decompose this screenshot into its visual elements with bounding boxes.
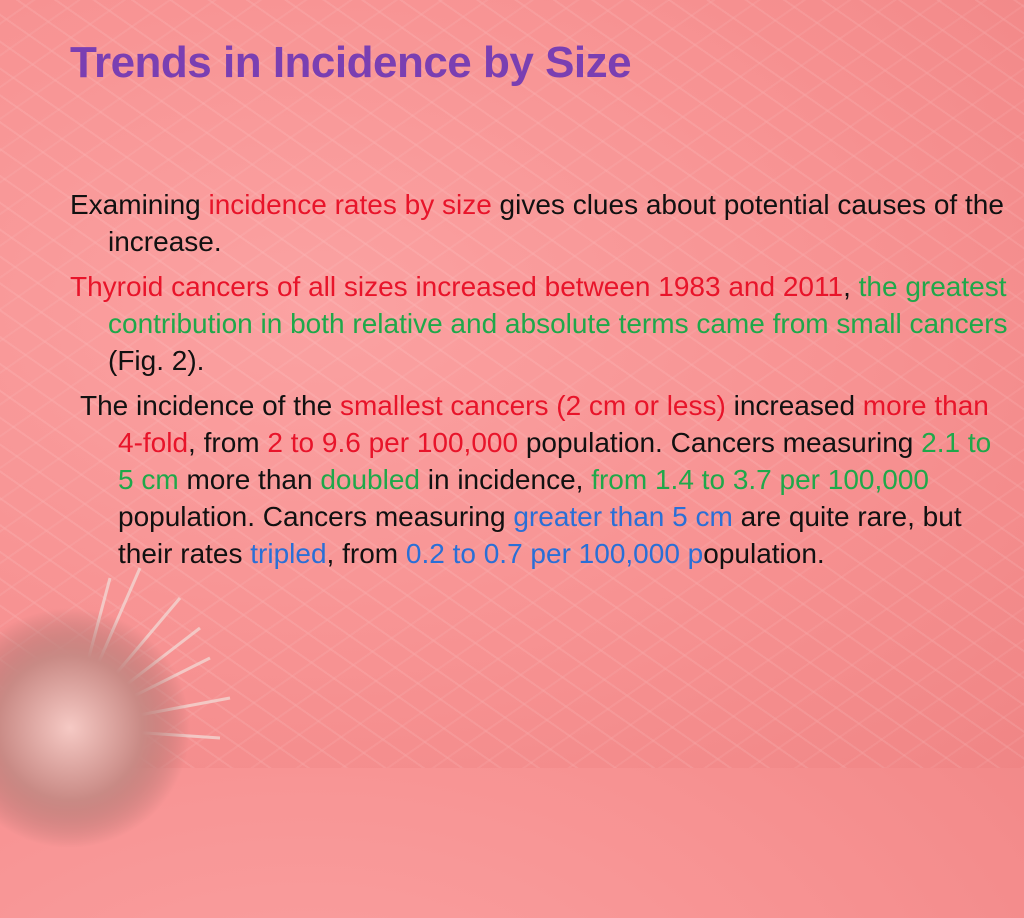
p2-highlight-all-sizes: Thyroid cancers of all sizes increased b… bbox=[70, 271, 844, 302]
p3-text-7: population. Cancers measuring bbox=[118, 501, 514, 532]
paragraph-all-sizes-increased: Thyroid cancers of all sizes increased b… bbox=[70, 268, 1010, 379]
p3-text-8: are quite rare, but their rates bbox=[118, 501, 962, 569]
paragraph-incidence-by-size: Examining incidence rates by size gives … bbox=[70, 186, 1010, 260]
p3-text-3: , from bbox=[188, 427, 268, 458]
p3-highlight-greater-5cm: greater than 5 cm bbox=[513, 501, 733, 532]
p3-text-10: opulation. bbox=[703, 538, 825, 569]
p3-highlight-2-1-to-5cm: 2.1 to 5 cm bbox=[118, 427, 992, 495]
p3-highlight-doubled: doubled bbox=[320, 464, 420, 495]
background-pattern bbox=[0, 0, 1024, 768]
cancer-cell-graphic bbox=[0, 567, 231, 848]
p3-highlight-1-4-to-3-7: from 1.4 to 3.7 per 100,000 bbox=[591, 464, 929, 495]
p3-text-4: population. Cancers measuring bbox=[518, 427, 922, 458]
p2-fig-ref: (Fig. 2). bbox=[108, 345, 205, 376]
paragraph-incidence-details: The incidence of the smallest cancers (2… bbox=[80, 387, 1010, 572]
p3-highlight-tripled: tripled bbox=[250, 538, 327, 569]
p3-text-6: in incidence, bbox=[419, 464, 592, 495]
slide-title: Trends in Incidence by Size bbox=[70, 38, 632, 87]
p1-text-1: Examining bbox=[70, 189, 209, 220]
p1-highlight-incidence-rates: incidence rates by size bbox=[208, 189, 492, 220]
p2-highlight-small-cancers: the greatest contribution in both relati… bbox=[108, 271, 1008, 339]
p3-highlight-0-2-to-0-7: 0.2 to 0.7 per 100,000 p bbox=[405, 538, 704, 569]
p3-text-1: The incidence of the bbox=[80, 390, 340, 421]
p3-highlight-smallest: smallest cancers (2 cm or less) bbox=[339, 390, 726, 421]
p3-highlight-2-to-9-6: 2 to 9.6 per 100,000 bbox=[267, 427, 519, 458]
p1-text-2: gives clues about potential causes of th… bbox=[108, 189, 1004, 257]
p2-comma: , bbox=[843, 271, 859, 302]
p3-text-2: increased bbox=[725, 390, 863, 421]
slide-body: Examining incidence rates by size gives … bbox=[70, 186, 1010, 580]
p3-text-9: , from bbox=[326, 538, 406, 569]
p3-text-5: more than bbox=[178, 464, 321, 495]
p3-highlight-4fold: more than 4-fold bbox=[118, 390, 989, 458]
